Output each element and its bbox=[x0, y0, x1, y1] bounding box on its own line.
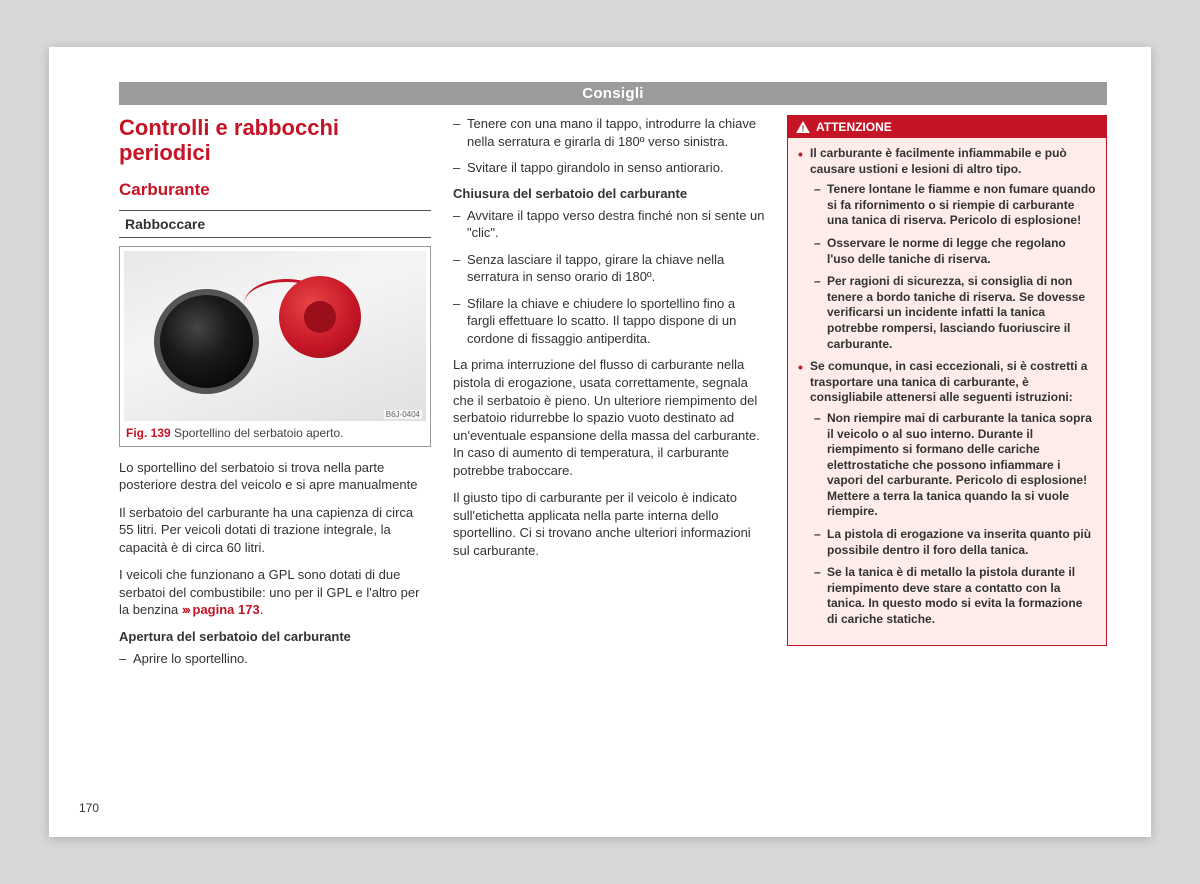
procedure-list: Tenere con una mano il tappo, introdurre… bbox=[453, 115, 765, 177]
content-columns: Controlli e rabbocchi periodici Carburan… bbox=[119, 115, 1107, 677]
warning-title: ATTENZIONE bbox=[816, 120, 892, 134]
warning-sub-list: Non riempire mai di carburante la tanica… bbox=[810, 411, 1096, 628]
procedure-heading: Apertura del serbatoio del carburante bbox=[119, 629, 431, 644]
image-code: B6J-0404 bbox=[384, 410, 422, 419]
svg-text:!: ! bbox=[802, 123, 805, 133]
body-text: Il serbatoio del carburante ha una capie… bbox=[119, 504, 431, 557]
body-text: La prima interruzione del flusso di carb… bbox=[453, 356, 765, 479]
figure-image: B6J-0404 bbox=[124, 251, 426, 421]
warning-sub-list: Tenere lontane le fiamme e non fumare qu… bbox=[810, 182, 1096, 352]
procedure-list: Aprire lo sportellino. bbox=[119, 650, 431, 668]
body-text: I veicoli che funzionano a GPL sono dota… bbox=[119, 566, 431, 619]
warning-sub-item: Non riempire mai di carburante la tanica… bbox=[814, 411, 1096, 520]
warning-sub-item: Per ragioni di sicurezza, si consiglia d… bbox=[814, 274, 1096, 352]
procedure-list: Avvitare il tappo verso destra finché no… bbox=[453, 207, 765, 348]
body-text: Il giusto tipo di carburante per il veic… bbox=[453, 489, 765, 559]
list-item: Tenere con una mano il tappo, introdurre… bbox=[453, 115, 765, 150]
figure-caption: Fig. 139 Sportellino del serbatoio apert… bbox=[124, 421, 426, 442]
sub-heading: Rabboccare bbox=[119, 210, 431, 238]
list-item: Senza lasciare il tappo, girare la chiav… bbox=[453, 251, 765, 286]
warning-sub-item: Se la tanica è di metallo la pistola dur… bbox=[814, 565, 1096, 627]
warning-sub-item: La pistola di erogazione va inserita qua… bbox=[814, 527, 1096, 558]
page-ref-arrows: ››› bbox=[182, 602, 189, 617]
section-header: Consigli bbox=[119, 82, 1107, 105]
section-title: Carburante bbox=[119, 180, 431, 200]
warning-item: Se comunque, in casi eccezionali, si è c… bbox=[798, 359, 1096, 628]
warning-sub-item: Tenere lontane le fiamme e non fumare qu… bbox=[814, 182, 1096, 229]
warning-item: Il carburante è facilmente infiammabile … bbox=[798, 146, 1096, 352]
warning-body: Il carburante è facilmente infiammabile … bbox=[788, 138, 1106, 645]
body-text: Lo sportellino del serbatoio si trova ne… bbox=[119, 459, 431, 494]
warning-box: ! ATTENZIONE Il carburante è facilmente … bbox=[787, 115, 1107, 646]
page-number: 170 bbox=[79, 801, 99, 815]
warning-sub-item: Osservare le norme di legge che regolano… bbox=[814, 236, 1096, 267]
warning-bullet-list: Il carburante è facilmente infiammabile … bbox=[798, 146, 1096, 628]
column-1: Controlli e rabbocchi periodici Carburan… bbox=[119, 115, 431, 677]
procedure-heading: Chiusura del serbatoio del carburante bbox=[453, 186, 765, 201]
column-2: Tenere con una mano il tappo, introdurre… bbox=[453, 115, 765, 677]
list-item: Svitare il tappo girandolo in senso anti… bbox=[453, 159, 765, 177]
warning-header: ! ATTENZIONE bbox=[788, 116, 1106, 138]
figure-box: B6J-0404 Fig. 139 Sportellino del serbat… bbox=[119, 246, 431, 447]
fuel-cap bbox=[279, 276, 361, 358]
chapter-title: Controlli e rabbocchi periodici bbox=[119, 115, 431, 166]
manual-page: Consigli Controlli e rabbocchi periodici… bbox=[49, 47, 1151, 837]
list-item: Avvitare il tappo verso destra finché no… bbox=[453, 207, 765, 242]
warning-icon: ! bbox=[796, 121, 810, 133]
column-3: ! ATTENZIONE Il carburante è facilmente … bbox=[787, 115, 1107, 677]
figure-caption-text: Sportellino del serbatoio aperto. bbox=[174, 426, 343, 440]
list-item: Aprire lo sportellino. bbox=[119, 650, 431, 668]
figure-label: Fig. 139 bbox=[126, 426, 171, 440]
list-item: Sfilare la chiave e chiudere lo sportell… bbox=[453, 295, 765, 348]
page-reference[interactable]: pagina 173 bbox=[193, 602, 260, 617]
